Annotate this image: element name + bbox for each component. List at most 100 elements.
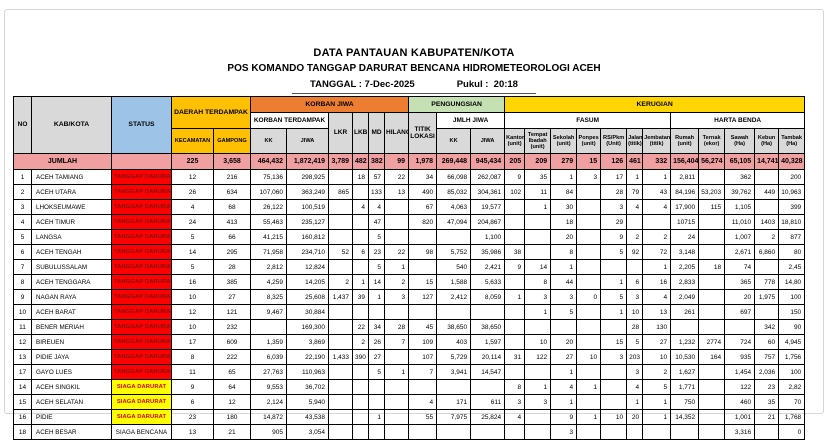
data-cell: 180: [212, 409, 252, 425]
data-cell: 92: [626, 244, 644, 260]
data-cell: [436, 229, 472, 245]
data-cell: 1: [384, 259, 410, 275]
data-cell: 18,810: [778, 214, 806, 230]
data-cell: 55,463: [250, 214, 288, 230]
data-cell: 6: [352, 244, 370, 260]
report-dateline: TANGGAL : 7-Dec-2025 Pukul : 20:18: [292, 79, 536, 95]
data-cell: 3: [576, 169, 602, 185]
data-cell: [576, 214, 602, 230]
data-cell: [504, 424, 526, 440]
data-cell: 4,259: [250, 274, 288, 290]
data-cell: 365: [724, 274, 756, 290]
data-cell: [698, 319, 726, 335]
data-cell: 14,80: [778, 274, 806, 290]
data-cell: [698, 379, 726, 395]
data-cell: [352, 364, 370, 380]
data-cell: 877: [778, 229, 806, 245]
row-number: 4: [13, 214, 32, 230]
data-cell: [504, 199, 526, 215]
data-cell: 8: [524, 274, 552, 290]
data-cell: 84,196: [670, 184, 700, 200]
data-cell: [470, 424, 506, 440]
data-cell: 2,049: [670, 289, 700, 305]
data-cell: 22,190: [286, 349, 330, 365]
data-cell: [576, 199, 602, 215]
data-cell: 2,82: [778, 379, 806, 395]
data-cell: 17: [171, 334, 214, 350]
status-badge: TANGGAP DARURAT: [111, 364, 172, 380]
data-cell: 16: [642, 274, 672, 290]
data-cell: 7: [384, 334, 410, 350]
data-cell: 1: [642, 394, 672, 410]
kabkota-name: ACEH SINGKIL: [31, 379, 112, 395]
data-cell: [524, 214, 552, 230]
data-cell: 11: [171, 364, 214, 380]
table-row: 6 ACEH TENGAH TANGGAP DARURAT 14 295 71,958 23…: [13, 244, 806, 260]
data-cell: 35: [524, 169, 552, 185]
data-cell: 1: [504, 289, 526, 305]
data-cell: 57: [368, 169, 386, 185]
data-cell: [626, 214, 644, 230]
data-cell: 27: [212, 289, 252, 305]
data-cell: 84: [550, 184, 578, 200]
data-cell: [250, 319, 288, 335]
data-cell: 47: [368, 214, 386, 230]
data-cell: [352, 304, 370, 320]
data-cell: [384, 214, 410, 230]
report-title: DATA PANTAUAN KABUPATEN/KOTA: [313, 47, 515, 59]
data-cell: 74: [724, 259, 756, 275]
data-cell: 160,812: [286, 229, 330, 245]
table-row: 4 ACEH TIMUR TANGGAP DARURAT 24 413 55,463 235…: [13, 214, 806, 230]
data-cell: [698, 304, 726, 320]
col-header-status: STATUS: [111, 96, 172, 154]
data-cell: 14: [171, 244, 214, 260]
col-header-jalan: Jalan (titik): [626, 128, 644, 154]
row-number: 2: [13, 184, 32, 200]
data-cell: [576, 229, 602, 245]
table-row: 2 ACEH UTARA TANGGAP DARURAT 26 634 107,060 36…: [13, 184, 806, 200]
data-cell: 9: [171, 379, 214, 395]
row-number: 13: [13, 349, 32, 365]
data-cell: [436, 379, 472, 395]
data-cell: 724: [724, 334, 756, 350]
data-cell: [436, 424, 472, 440]
data-cell: 150: [778, 304, 806, 320]
col-header-titik-lokasi: TITIK LOKASI: [408, 112, 438, 154]
kabkota-name: PIDIE: [31, 409, 112, 425]
data-cell: [384, 394, 410, 410]
data-cell: 2,036: [754, 364, 780, 380]
col-header-lkb: LKB: [352, 112, 370, 154]
data-cell: 100: [778, 289, 806, 305]
row-number: 6: [13, 244, 32, 260]
row-number: 14: [13, 379, 32, 395]
jumlah-value: 40,328: [778, 153, 806, 170]
data-cell: 6: [171, 394, 214, 410]
row-number: 5: [13, 229, 32, 245]
table-row: 9 NAGAN RAYA TANGGAP DARURAT 10 27 8,325 25,60…: [13, 289, 806, 305]
data-cell: [408, 304, 438, 320]
status-badge: SIAGA DARURAT: [111, 409, 172, 425]
data-cell: 1: [550, 259, 578, 275]
data-cell: 20,114: [470, 349, 506, 365]
data-cell: 13: [171, 424, 214, 440]
monitoring-table: NO KAB/KOTA STATUS DAERAH TERDAMPAK KORB…: [13, 96, 806, 440]
data-cell: 3: [626, 289, 644, 305]
data-cell: [408, 229, 438, 245]
data-cell: 171: [436, 394, 472, 410]
jumlah-value: 205: [504, 153, 526, 170]
data-cell: 4: [368, 199, 386, 215]
data-cell: 2: [642, 364, 672, 380]
report-page: { "page": { "title1": "DATA PANTAUAN KAB…: [4, 9, 824, 440]
data-cell: [576, 394, 602, 410]
kabkota-name: NAGAN RAYA: [31, 289, 112, 305]
col-header-rumah: Rumah (unit): [670, 128, 700, 154]
data-cell: 2774: [698, 334, 726, 350]
date-label: TANGGAL :: [310, 79, 362, 91]
data-cell: [504, 229, 526, 245]
data-cell: 30: [550, 199, 578, 215]
kabkota-name: GAYO LUES: [31, 364, 112, 380]
data-cell: [328, 214, 354, 230]
status-badge: TANGGAP DARURAT: [111, 319, 172, 335]
data-cell: [352, 394, 370, 410]
data-cell: 5: [368, 364, 386, 380]
